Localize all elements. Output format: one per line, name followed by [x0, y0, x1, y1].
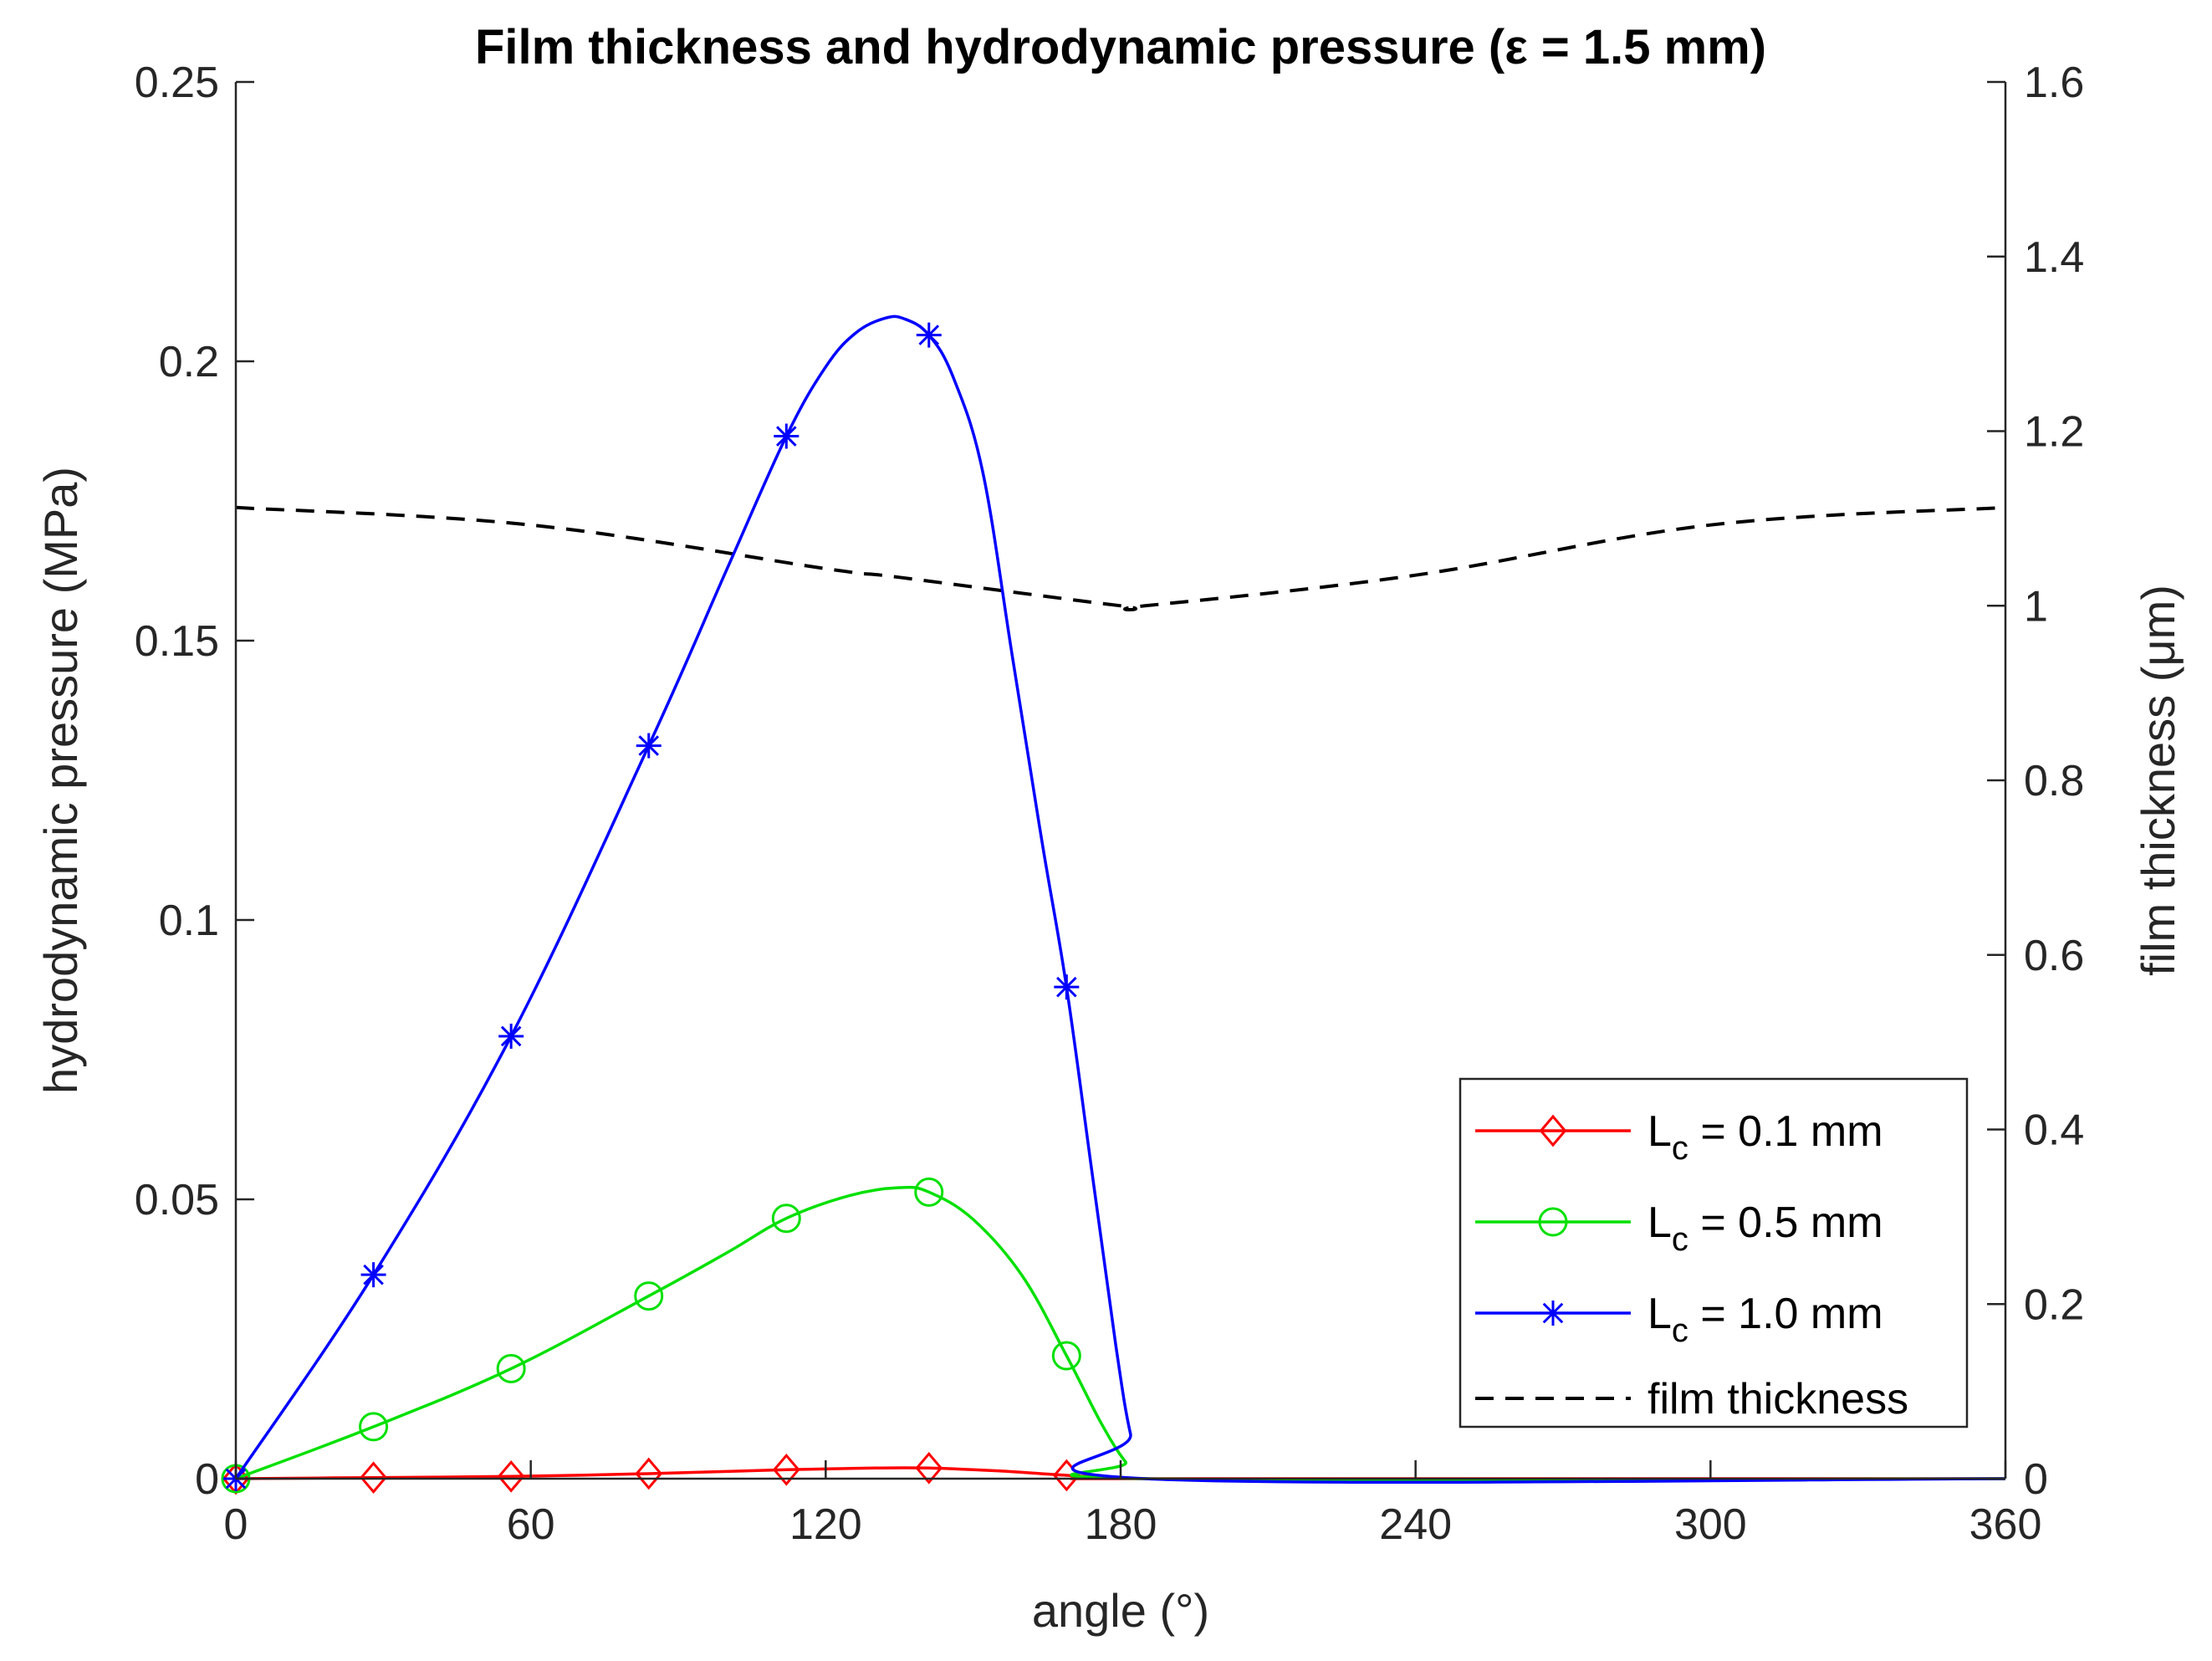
- y-right-tick-label: 0.6: [2024, 932, 2084, 980]
- legend-marker: [1538, 1207, 1568, 1237]
- data-point-lc-0-5-mm: [771, 1204, 801, 1234]
- y-right-tick-label: 1.2: [2024, 408, 2084, 457]
- x-tick-label: 240: [1379, 1500, 1452, 1549]
- data-point-lc-0-1-mm: [497, 1460, 525, 1493]
- data-point-lc-1-0-mm: [774, 423, 799, 449]
- x-tick-label: 360: [1969, 1500, 2042, 1549]
- x-tick-label: 60: [507, 1500, 555, 1549]
- data-point-lc-1-0-mm: [498, 1023, 524, 1049]
- y-right-tick-label: 1.6: [2024, 59, 2084, 107]
- circle-marker-shape: [359, 1412, 389, 1442]
- y-right-tick-label: 0.2: [2024, 1280, 2084, 1329]
- x-tick-label: 120: [789, 1500, 862, 1549]
- diamond-marker-shape: [360, 1461, 387, 1494]
- y-left-tick-label: 0.05: [135, 1176, 219, 1224]
- legend-label-subscript: c: [1672, 1221, 1688, 1258]
- legend-label: Lc = 0.5 mm: [1648, 1198, 1883, 1258]
- data-point-lc-0-5-mm: [634, 1281, 664, 1311]
- legend-label: Lc = 0.1 mm: [1648, 1107, 1883, 1167]
- legend-label-main: L: [1648, 1290, 1672, 1338]
- y-left-tick-label: 0.1: [159, 897, 219, 945]
- data-point-lc-1-0-mm: [360, 1262, 386, 1288]
- data-point-lc-0-5-mm: [359, 1412, 389, 1442]
- legend-marker: [1539, 1114, 1567, 1147]
- chart-title: Film thickness and hydrodynamic pressure…: [475, 20, 1766, 74]
- asterisk-marker-stroke: [918, 325, 940, 345]
- y-left-tick-label: 0: [195, 1455, 219, 1504]
- x-tick-label: 300: [1674, 1500, 1747, 1549]
- asterisk-marker-stroke: [1542, 1302, 1564, 1324]
- data-point-lc-1-0-mm: [1054, 974, 1080, 1000]
- series-line-film-thickness: [235, 505, 2006, 612]
- circle-marker-shape: [634, 1281, 664, 1311]
- circle-marker-shape: [1051, 1341, 1081, 1371]
- asterisk-marker-stroke: [363, 1264, 384, 1285]
- diamond-marker-shape: [635, 1457, 663, 1490]
- legend-label-rest: = 1.0 mm: [1688, 1290, 1883, 1338]
- y-left-tick-label: 0.25: [135, 59, 219, 107]
- y-right-tick-label: 0.4: [2024, 1106, 2084, 1155]
- asterisk-marker-stroke: [638, 735, 660, 756]
- axes-layer: 0 60 120 180 240 300 36000.050.10.150.20.2500.…: [135, 59, 2085, 1549]
- y-left-tick-label: 0.2: [159, 338, 219, 386]
- data-point-lc-0-1-mm: [635, 1457, 663, 1490]
- asterisk-marker-stroke: [776, 426, 797, 447]
- diamond-marker-shape: [772, 1453, 800, 1486]
- diamond-marker-shape: [1539, 1114, 1567, 1147]
- data-point-lc-0-1-mm: [360, 1461, 387, 1494]
- legend-label-subscript: c: [1672, 1312, 1688, 1349]
- asterisk-marker-stroke: [500, 1025, 522, 1047]
- series-line-lc-1-0-mm: [234, 314, 2006, 1485]
- data-point-lc-0-5-mm: [1051, 1341, 1081, 1371]
- data-point-lc-1-0-mm: [916, 322, 942, 348]
- y-axis-right-label: film thickness (μm): [2132, 585, 2184, 976]
- asterisk-marker-stroke: [1056, 976, 1077, 998]
- x-tick-label: 0: [224, 1500, 248, 1549]
- y-right-tick-label: 1: [2024, 582, 2048, 631]
- legend-label-main: L: [1648, 1107, 1672, 1156]
- y-right-tick-label: 0.8: [2024, 757, 2084, 805]
- data-point-lc-0-5-mm: [914, 1177, 944, 1207]
- data-point-lc-0-5-mm: [496, 1353, 526, 1383]
- diamond-marker-shape: [497, 1460, 525, 1493]
- legend-label-main: L: [1648, 1198, 1672, 1247]
- y-right-tick-label: 1.4: [2024, 233, 2084, 282]
- legend-label: film thickness: [1648, 1375, 1908, 1423]
- y-left-tick-label: 0.15: [135, 617, 219, 666]
- legend-label-subscript: c: [1672, 1130, 1688, 1167]
- x-tick-label: 180: [1085, 1500, 1157, 1549]
- legend-label-main: film thickness: [1648, 1375, 1908, 1423]
- circle-marker-shape: [914, 1177, 944, 1207]
- circle-marker-shape: [1538, 1207, 1568, 1237]
- y-axis-left-label: hydrodynamic pressure (MPa): [34, 467, 87, 1094]
- x-axis-label: angle (°): [1032, 1584, 1209, 1637]
- legend-marker: [1540, 1301, 1566, 1326]
- circle-marker-shape: [771, 1204, 801, 1234]
- y-right-tick-label: 0: [2024, 1455, 2048, 1504]
- data-point-lc-0-1-mm: [915, 1451, 943, 1485]
- data-point-lc-1-0-mm: [636, 733, 662, 759]
- diamond-marker-shape: [915, 1451, 943, 1485]
- circle-marker-shape: [496, 1353, 526, 1383]
- legend-label-rest: = 0.5 mm: [1688, 1198, 1883, 1247]
- legend-label-rest: = 0.1 mm: [1688, 1107, 1883, 1156]
- data-point-lc-0-1-mm: [772, 1453, 800, 1486]
- legend-label: Lc = 1.0 mm: [1648, 1290, 1883, 1349]
